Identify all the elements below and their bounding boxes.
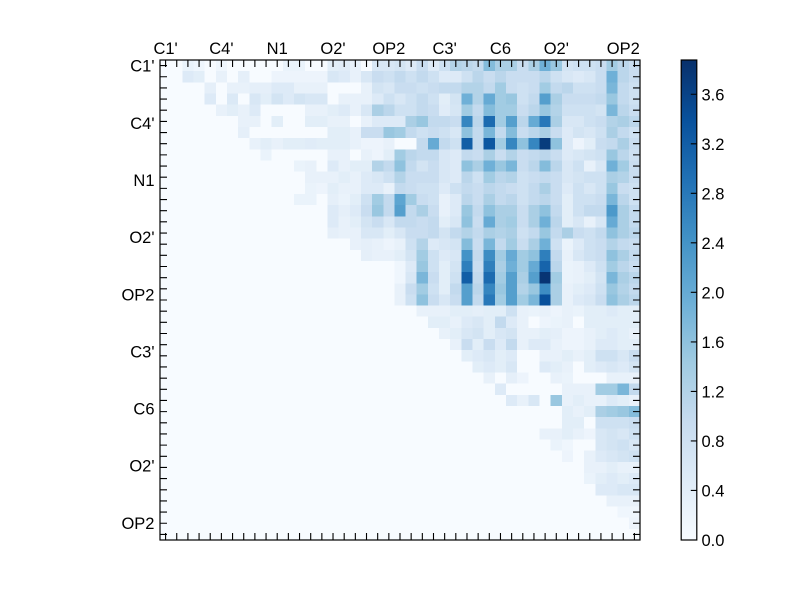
svg-text:OP2: OP2 — [121, 286, 154, 304]
svg-text:OP2: OP2 — [607, 40, 640, 58]
svg-text:0.4: 0.4 — [702, 482, 725, 500]
svg-text:C1': C1' — [153, 40, 177, 58]
svg-text:O2': O2' — [320, 40, 345, 58]
svg-text:1.2: 1.2 — [702, 383, 725, 401]
svg-text:C1': C1' — [130, 58, 154, 76]
svg-text:O2': O2' — [544, 40, 569, 58]
svg-text:N1: N1 — [267, 40, 288, 58]
svg-text:C6: C6 — [133, 401, 154, 419]
svg-text:1.6: 1.6 — [702, 334, 725, 352]
svg-text:O2': O2' — [129, 229, 154, 247]
svg-text:0.0: 0.0 — [702, 532, 725, 550]
svg-text:N1: N1 — [133, 172, 154, 190]
svg-text:OP2: OP2 — [372, 40, 405, 58]
svg-text:2.0: 2.0 — [702, 284, 725, 302]
svg-text:C4': C4' — [209, 40, 233, 58]
svg-text:O2': O2' — [129, 458, 154, 476]
svg-text:OP2: OP2 — [121, 515, 154, 533]
svg-text:3.6: 3.6 — [702, 86, 725, 104]
svg-text:2.8: 2.8 — [702, 185, 725, 203]
svg-text:C6: C6 — [490, 40, 511, 58]
svg-text:3.2: 3.2 — [702, 136, 725, 154]
svg-text:C4': C4' — [130, 115, 154, 133]
svg-text:0.8: 0.8 — [702, 433, 725, 451]
svg-text:C3': C3' — [433, 40, 457, 58]
svg-text:2.4: 2.4 — [702, 235, 725, 253]
svg-text:C3': C3' — [130, 343, 154, 361]
